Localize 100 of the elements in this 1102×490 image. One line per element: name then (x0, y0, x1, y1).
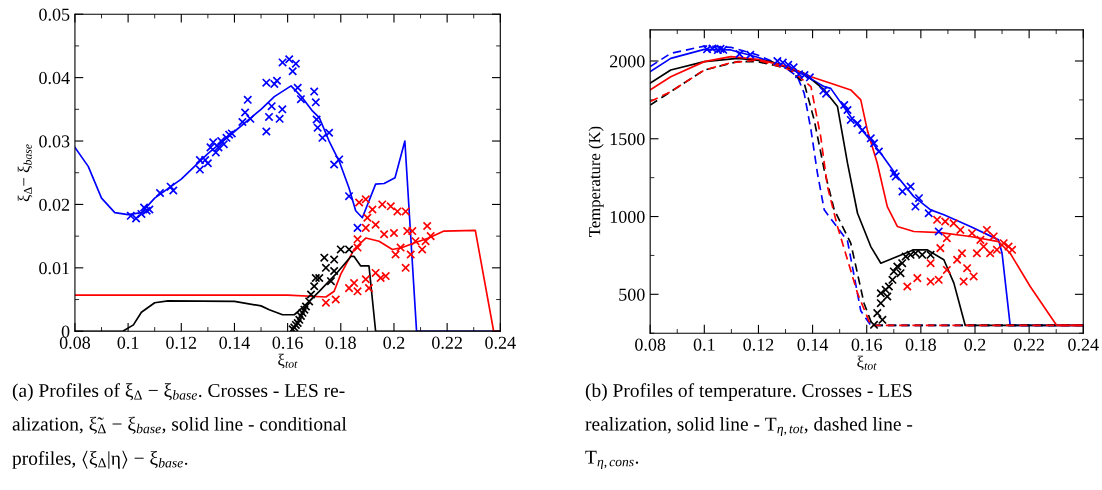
point (877, 315, 887, 325)
y-tick-label: 0.04 (39, 71, 70, 85)
point (892, 261, 902, 271)
point (891, 172, 901, 182)
x-tick-label: 0.12 (743, 338, 774, 351)
point (261, 127, 271, 137)
point (317, 133, 327, 143)
point (277, 104, 287, 114)
point (334, 154, 344, 164)
point (195, 165, 205, 175)
point (857, 125, 867, 135)
point (912, 273, 922, 283)
point (866, 133, 876, 143)
x-tick-label: 0.2 (383, 336, 405, 349)
y-axis-title: ξ$_{Δ}$− ξ$_{base}$ (17, 144, 33, 202)
x-tick-label: 0.18 (905, 338, 936, 351)
text: alization, ξ̃$_{Δ}$ − ξ$_{base}$, solid line - conditional (12, 416, 347, 434)
text: profiles, ⟨ξ$_{Δ}$|η⟩ − ξ$_{base}$. (12, 450, 188, 469)
point (353, 243, 363, 253)
point (324, 128, 334, 138)
point (935, 243, 945, 253)
point (275, 114, 285, 124)
x-tick-label: 0.24 (1068, 338, 1099, 351)
point (313, 123, 323, 133)
x-tick-label: 0.2 (964, 338, 986, 351)
point (361, 274, 371, 284)
point (889, 168, 899, 178)
point (306, 289, 316, 299)
text: (b) Profiles of temperature. Crosses - LES (585, 383, 912, 402)
point (975, 235, 985, 245)
x-tick-label: 0.14 (797, 338, 829, 351)
point (869, 138, 879, 148)
point (406, 250, 416, 260)
text: realization, solid line - T$_{η,tot}$, dashed line - (585, 416, 913, 437)
point (362, 213, 372, 223)
point (296, 94, 306, 104)
point (902, 282, 912, 292)
point (329, 159, 339, 169)
x-tick-label: 0.12 (166, 336, 197, 349)
point (264, 112, 274, 122)
point (353, 234, 363, 244)
point (344, 191, 354, 201)
x-axis-title: ξ$_{tot}$ (278, 353, 298, 369)
point (952, 255, 962, 265)
x-tick-label: 0.22 (1014, 338, 1044, 351)
x-tick-label: 0.16 (272, 336, 303, 349)
point (942, 265, 952, 275)
point (353, 223, 363, 233)
point (361, 223, 371, 233)
point (955, 225, 965, 235)
point (962, 263, 972, 273)
point (957, 248, 967, 258)
point (979, 242, 989, 252)
point (869, 320, 879, 330)
point (906, 182, 916, 192)
point (999, 238, 1009, 248)
x-tick-label: 0.24 (485, 336, 516, 349)
point (842, 105, 853, 115)
x-tick-label: 0.08 (635, 338, 666, 351)
y-tick-label: 0.05 (39, 8, 70, 21)
point (426, 231, 436, 241)
x-axis-title: ξ$_{tot}$ (857, 355, 877, 371)
point (897, 186, 907, 197)
point (326, 276, 336, 286)
y-tick-label: 2000 (610, 55, 645, 68)
x-tick-label: 0.22 (432, 336, 462, 349)
y-axis-title: Temperature (K) (588, 126, 604, 237)
point (396, 243, 406, 253)
point (293, 83, 303, 93)
point (872, 308, 882, 318)
text: T$_{η,cons}$. (585, 450, 639, 470)
point (401, 263, 411, 273)
point (924, 208, 934, 218)
point (304, 296, 314, 306)
point (136, 209, 146, 219)
point (942, 233, 952, 243)
text: (a) Profiles of ξ$_{Δ}$ − ξ$_{base}$. Crosses - LES re- (12, 383, 345, 402)
x-tick-label: 0.1 (693, 338, 715, 351)
x-tick-label: 0.18 (325, 336, 356, 349)
point (972, 248, 982, 258)
point (874, 147, 884, 157)
point (914, 193, 924, 203)
x-tick-label: 0.1 (117, 336, 139, 349)
point (155, 188, 165, 198)
point (331, 295, 341, 305)
point (989, 231, 999, 241)
point (934, 226, 944, 236)
point (288, 66, 298, 76)
point (349, 278, 359, 288)
point (367, 204, 377, 215)
point (967, 228, 977, 238)
point (371, 220, 381, 230)
y-tick-label: 0.02 (39, 198, 70, 211)
x-tick-label: 0.14 (219, 336, 250, 349)
point (364, 283, 374, 293)
point (926, 258, 936, 268)
point (391, 250, 401, 260)
y-tick-label: 0 (61, 325, 70, 338)
point (267, 101, 277, 111)
point (897, 258, 907, 268)
